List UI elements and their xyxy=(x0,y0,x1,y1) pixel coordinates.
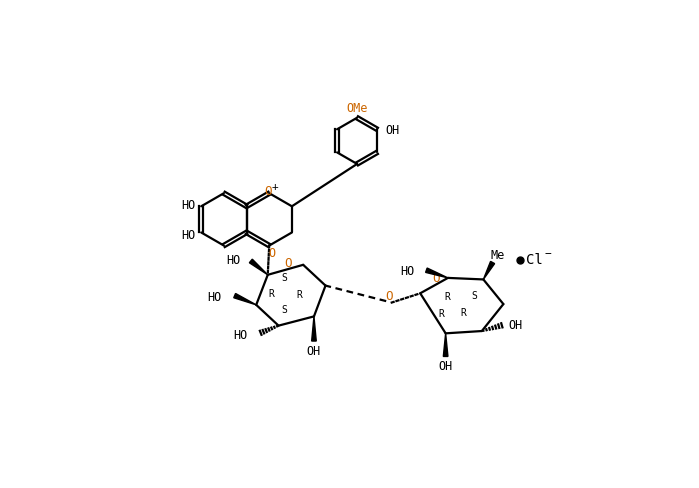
Text: HO: HO xyxy=(226,253,241,266)
Text: S: S xyxy=(282,304,288,314)
Text: O: O xyxy=(264,185,271,198)
Text: R: R xyxy=(439,309,445,319)
Text: HO: HO xyxy=(208,290,222,303)
Polygon shape xyxy=(484,262,495,280)
Text: R: R xyxy=(461,307,466,317)
Text: O: O xyxy=(268,246,276,260)
Text: R: R xyxy=(445,292,450,302)
Text: O: O xyxy=(432,272,440,285)
Text: O: O xyxy=(386,289,393,303)
Text: OH: OH xyxy=(307,344,321,357)
Text: R: R xyxy=(296,289,302,300)
Text: R: R xyxy=(268,289,275,299)
Polygon shape xyxy=(443,334,448,357)
Text: HO: HO xyxy=(181,228,195,241)
Text: S: S xyxy=(282,273,288,283)
Text: S: S xyxy=(471,290,477,300)
Text: −: − xyxy=(545,249,552,259)
Text: OH: OH xyxy=(509,319,523,332)
Polygon shape xyxy=(312,317,316,341)
Text: +: + xyxy=(272,182,279,192)
Text: Me: Me xyxy=(490,249,505,262)
Polygon shape xyxy=(426,268,448,278)
Text: OMe: OMe xyxy=(347,102,368,115)
Text: HO: HO xyxy=(181,199,195,212)
Text: HO: HO xyxy=(233,329,247,342)
Polygon shape xyxy=(250,260,268,275)
Text: OH: OH xyxy=(385,123,400,137)
Text: OH: OH xyxy=(438,360,453,372)
Polygon shape xyxy=(233,294,257,305)
Text: Cl: Cl xyxy=(526,252,542,266)
Text: HO: HO xyxy=(400,264,414,277)
Text: O: O xyxy=(284,256,291,269)
